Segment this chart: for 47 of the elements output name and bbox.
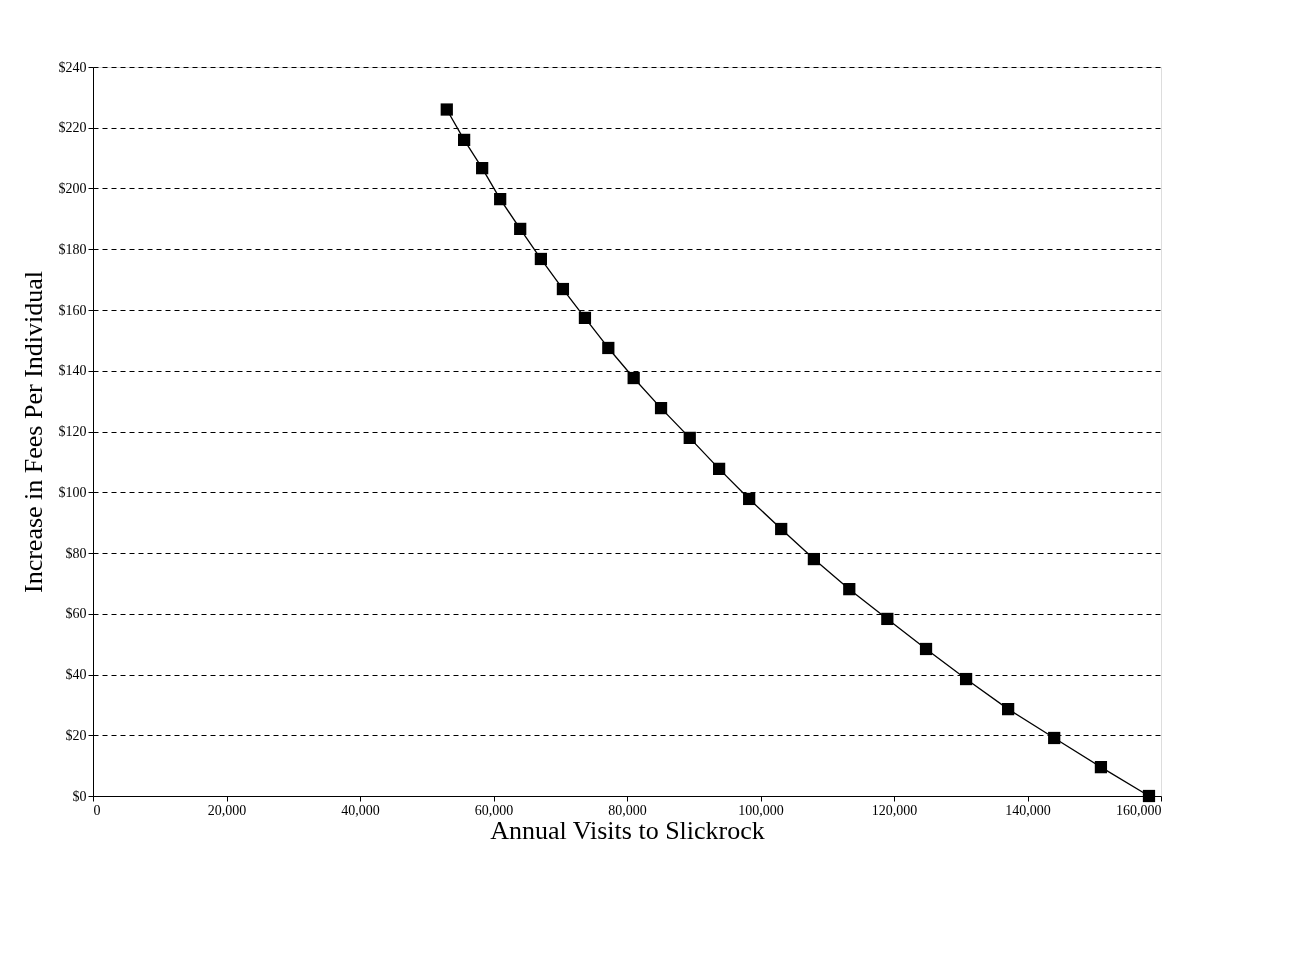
y-tick-label: $60	[65, 606, 87, 622]
y-tick-label: $40	[65, 667, 87, 682]
y-tick-label: $80	[65, 545, 87, 561]
y-axis-title: Increase in Fees Per Individual	[18, 270, 48, 594]
point	[919, 642, 933, 656]
y-tick-label: $120	[58, 424, 87, 439]
point	[458, 133, 471, 147]
y-tick-label: $160	[58, 302, 87, 318]
x-tick-label: 140,000	[1005, 802, 1051, 818]
point	[775, 522, 788, 536]
point	[1048, 731, 1061, 745]
y-tick-label: $200	[58, 181, 87, 196]
point	[1142, 789, 1156, 803]
x-tick-label: 60,000	[474, 802, 514, 818]
point	[807, 552, 821, 566]
point	[514, 222, 527, 236]
point	[440, 103, 453, 116]
y-tick-label: $140	[58, 363, 87, 379]
point	[556, 282, 570, 296]
point	[881, 612, 894, 626]
point	[683, 431, 696, 444]
y-tick-label: $180	[58, 241, 87, 257]
point	[743, 492, 756, 506]
point	[534, 252, 548, 266]
point	[654, 401, 668, 415]
point	[1094, 761, 1108, 774]
y-tick-label: $0	[72, 788, 87, 804]
x-tick-label: 40,000	[341, 802, 380, 818]
point	[959, 672, 973, 686]
x-tick-label: 0	[93, 802, 101, 818]
point	[494, 193, 507, 206]
y-tick-label: $240	[58, 59, 87, 75]
point	[602, 341, 615, 355]
point	[627, 371, 640, 385]
x-tick-label: 100,000	[738, 802, 784, 818]
x-tick-label: 120,000	[871, 802, 918, 818]
point	[843, 583, 856, 596]
point	[712, 462, 726, 475]
x-tick-label: 80,000	[608, 802, 647, 818]
point	[578, 311, 592, 325]
y-tick-label: $220	[58, 120, 87, 136]
point	[1002, 703, 1015, 716]
x-tick-label: 20,000	[207, 802, 247, 818]
x-tick-label: 160,000	[1116, 802, 1162, 818]
y-tick-label: $100	[58, 484, 87, 500]
point	[476, 162, 489, 175]
y-tick-label: $20	[65, 727, 87, 743]
